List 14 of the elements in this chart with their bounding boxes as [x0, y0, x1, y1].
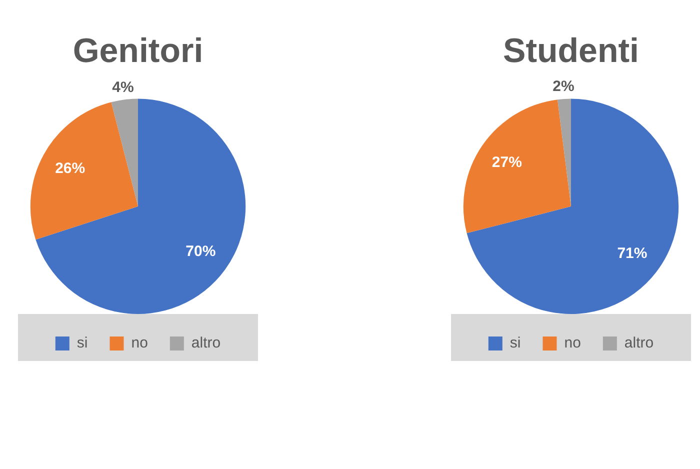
chart-title: Genitori: [72, 32, 204, 70]
legend-label: no: [564, 334, 581, 352]
legend-label: altro: [191, 334, 221, 352]
data-label: 70%: [186, 243, 216, 260]
legend-label: si: [510, 334, 521, 352]
legend-label: si: [76, 334, 88, 352]
data-label: 27%: [492, 154, 522, 171]
legend-label: no: [131, 334, 148, 352]
chart-title: Studenti: [503, 32, 639, 70]
legend-label: altro: [624, 334, 654, 352]
data-label: 26%: [55, 160, 86, 178]
data-label: 4%: [112, 78, 134, 96]
data-label: 71%: [617, 245, 648, 262]
data-label: 2%: [552, 78, 574, 96]
